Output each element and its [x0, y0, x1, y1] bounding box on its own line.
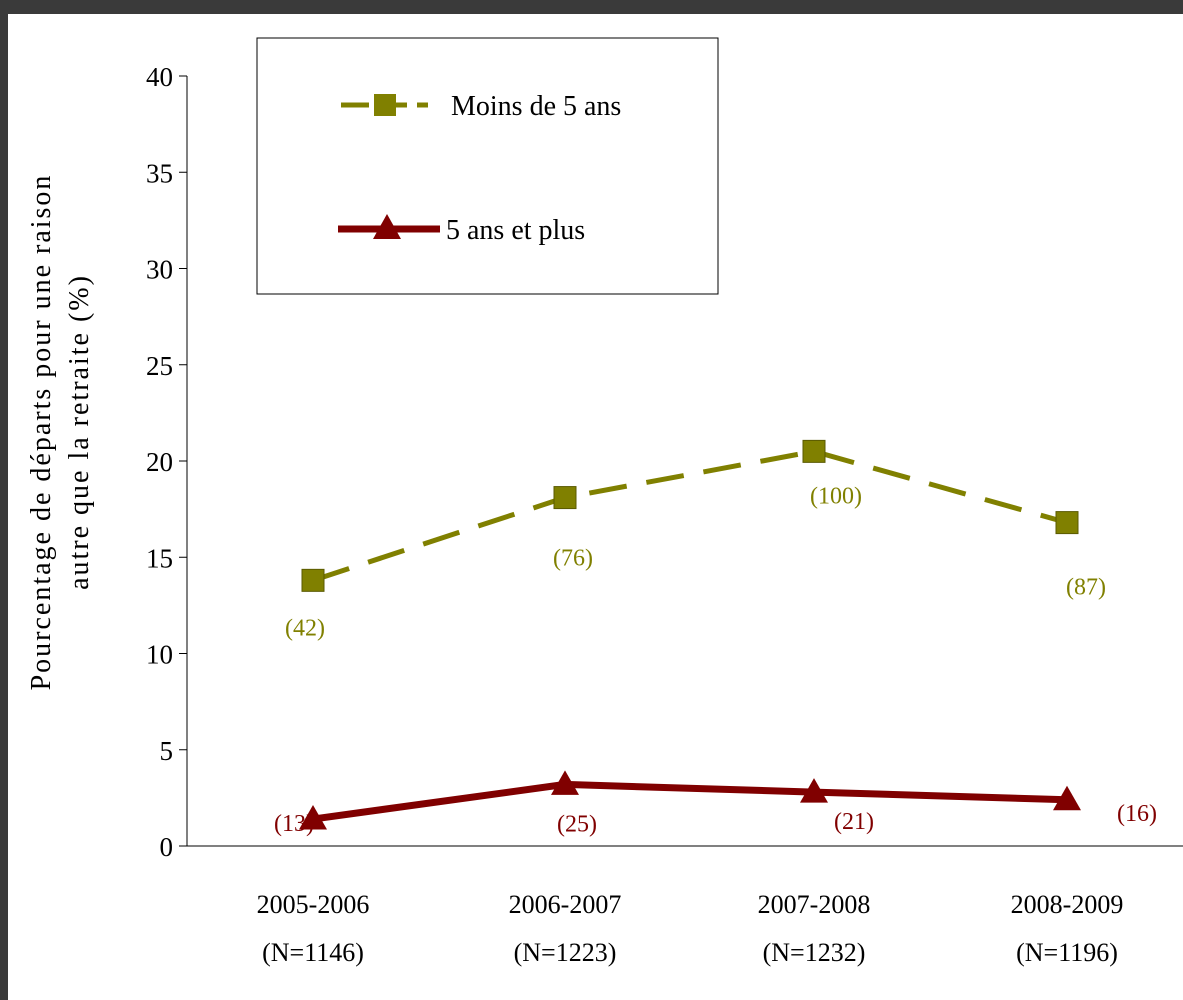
- series-line-5-ans-et-plus: [312, 780, 1068, 823]
- data-point-triangle: [299, 805, 327, 830]
- data-point-square: [1055, 511, 1079, 535]
- data-label-count: (100): [810, 483, 862, 509]
- data-point-triangle: [1053, 785, 1081, 811]
- y-tick-label: 15: [146, 543, 173, 573]
- y-tick-label: 0: [160, 832, 174, 862]
- x-tick-label-year: 2007-2008: [758, 890, 871, 919]
- y-tick-label: 5: [160, 736, 174, 766]
- data-label-count: (13): [274, 811, 314, 837]
- y-axis-title-line-2: autre que la retraite (%): [64, 274, 95, 590]
- x-tick-label-year: 2008-2009: [1011, 890, 1124, 919]
- series-line-moins-de-5-ans: [312, 448, 1068, 583]
- data-point-square: [301, 568, 325, 592]
- data-point-square: [553, 486, 577, 510]
- legend-marker-square: [374, 94, 396, 116]
- y-tick-label: 25: [146, 351, 173, 381]
- legend-box: [256, 37, 719, 295]
- y-tick-label: 10: [146, 640, 173, 670]
- line-chart: 0 5 10 15 20 25 30 35 40 Pourcentage de départs p…: [26, 37, 1183, 967]
- x-tick-label-year: 2005-2006: [257, 890, 370, 919]
- y-tick-label: 40: [146, 62, 173, 92]
- data-point-square: [802, 439, 826, 463]
- data-label-count: (42): [285, 615, 325, 641]
- data-point-triangle: [551, 770, 579, 795]
- x-tick-label-year: 2006-2007: [509, 890, 622, 919]
- x-tick-label-n: (N=1146): [262, 938, 364, 967]
- y-axis-title-line-1: Pourcentage de départs pour une raison: [26, 174, 57, 691]
- y-tick-label: 20: [146, 447, 173, 477]
- y-tick-label: 35: [146, 158, 173, 188]
- legend-marker-triangle: [373, 214, 401, 239]
- data-label-count: (76): [553, 546, 593, 572]
- y-tick-label: 30: [146, 255, 173, 285]
- data-point-triangle: [800, 778, 828, 803]
- legend-label: Moins de 5 ans: [451, 91, 621, 122]
- data-label-count: (21): [834, 809, 874, 835]
- x-tick-label-n: (N=1223): [514, 938, 617, 967]
- x-tick-label-n: (N=1196): [1016, 938, 1118, 967]
- data-label-count: (16): [1117, 801, 1157, 827]
- data-label-count: (25): [557, 811, 597, 837]
- data-label-count: (87): [1066, 575, 1106, 601]
- x-tick-label-n: (N=1232): [763, 938, 866, 967]
- chart-frame: 0 5 10 15 20 25 30 35 40 Pourcentage de départs p…: [8, 14, 1183, 1000]
- legend-label: 5 ans et plus: [446, 215, 585, 246]
